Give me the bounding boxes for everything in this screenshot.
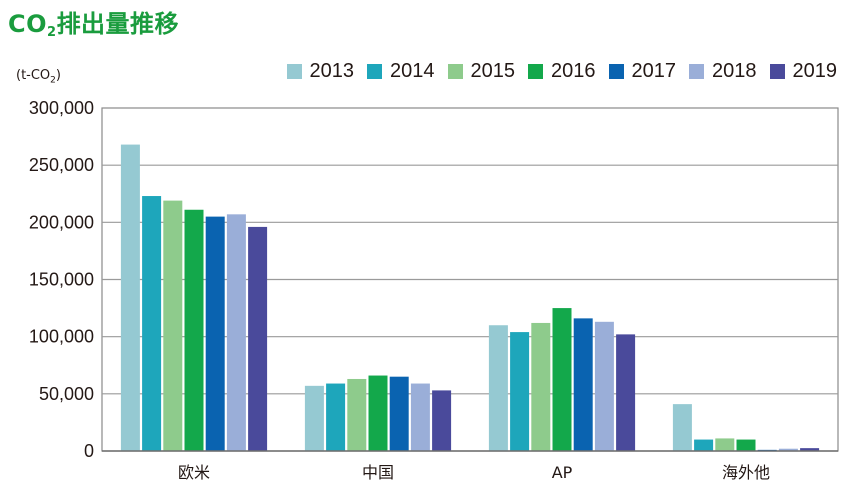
legend-swatch (769, 64, 785, 79)
bar (616, 334, 636, 451)
legend-item: 2016 (528, 60, 596, 83)
bar (184, 209, 204, 451)
bar (226, 214, 246, 451)
bar (594, 321, 614, 451)
bar (531, 322, 551, 451)
legend-swatch (689, 64, 704, 79)
legend-label: 2016 (551, 60, 596, 82)
y-axis-unit-label: (t-CO2) (16, 68, 61, 86)
bar (410, 383, 430, 451)
bar (432, 390, 452, 451)
legend-item: 2014 (367, 60, 435, 83)
legend-label: 2019 (792, 60, 838, 82)
bar (488, 325, 508, 451)
legend-swatch (447, 64, 463, 79)
x-category-label: 中国 (362, 463, 394, 482)
bar (326, 383, 346, 451)
legend-swatch (608, 64, 624, 79)
bar (736, 439, 756, 451)
legend-item: 2018 (689, 60, 757, 83)
legend-swatch (528, 64, 543, 79)
legend-swatch (367, 64, 382, 79)
legend: 2013 2014 2015 2016 2017 2018 2019 (274, 60, 838, 83)
legend-label: 2014 (390, 60, 435, 82)
bar (510, 332, 530, 451)
bar (368, 375, 388, 451)
legend-item: 2019 (769, 60, 838, 83)
y-tick-label: 200,000 (29, 212, 94, 232)
x-category-label: 欧米 (178, 463, 210, 482)
bar (694, 439, 714, 451)
y-tick-label: 0 (84, 441, 94, 461)
bar (800, 448, 820, 451)
legend-item: 2015 (447, 60, 516, 83)
legend-label: 2017 (631, 60, 677, 82)
bar (120, 144, 140, 451)
bar (778, 448, 798, 451)
legend-label: 2018 (712, 60, 757, 82)
bar (347, 378, 367, 451)
bar (715, 438, 735, 451)
bar (163, 200, 183, 451)
bar (248, 226, 268, 451)
chart-title: CO2排出量推移 (8, 10, 180, 40)
legend-item: 2013 (286, 60, 355, 83)
bar (142, 196, 162, 451)
bar (389, 376, 409, 451)
bar (573, 318, 593, 451)
y-tick-label: 100,000 (29, 327, 94, 347)
legend-item: 2017 (608, 60, 677, 83)
x-category-label: AP (552, 463, 573, 482)
y-tick-label: 50,000 (39, 384, 94, 404)
x-category-label: 海外他 (722, 463, 770, 482)
y-tick-label: 250,000 (29, 155, 94, 175)
y-tick-label: 300,000 (29, 98, 94, 118)
bar (205, 216, 225, 451)
bar (304, 385, 324, 451)
y-tick-label: 150,000 (29, 270, 94, 290)
bar (552, 308, 572, 451)
legend-label: 2013 (309, 60, 355, 82)
legend-label: 2015 (470, 60, 516, 82)
legend-swatch (286, 64, 302, 79)
bar (672, 404, 692, 451)
